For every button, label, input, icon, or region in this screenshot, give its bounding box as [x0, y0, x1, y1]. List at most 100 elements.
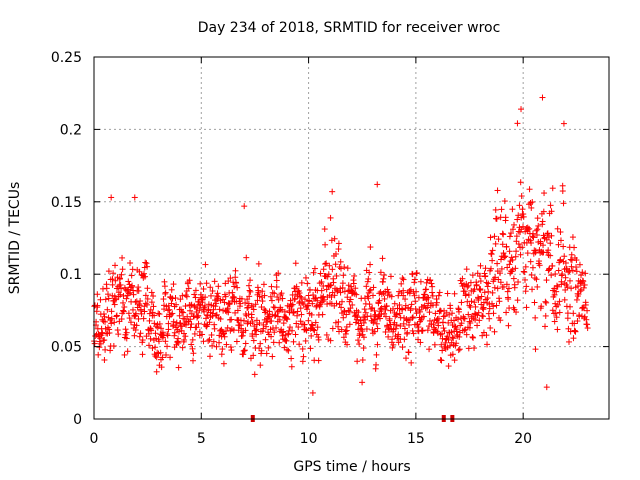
data-point: [110, 342, 117, 349]
data-point: [377, 269, 384, 276]
data-point: [509, 226, 516, 233]
y-tick-label: 0.15: [51, 195, 82, 211]
data-point: [302, 337, 309, 344]
data-point: [144, 301, 151, 308]
data-point: [177, 296, 184, 303]
data-point: [455, 347, 462, 354]
data-point: [386, 315, 393, 322]
data-point: [234, 284, 241, 291]
data-point: [370, 319, 377, 326]
data-point: [494, 285, 501, 292]
data-point: [560, 258, 567, 265]
data-point: [117, 291, 124, 298]
data-point: [544, 230, 551, 237]
data-point: [266, 308, 273, 315]
data-point: [441, 327, 448, 334]
data-point: [553, 314, 560, 321]
data-point: [137, 306, 144, 313]
data-point: [402, 355, 409, 362]
data-point: [509, 256, 516, 263]
data-point: [406, 290, 413, 297]
data-point: [331, 235, 338, 242]
data-point: [297, 305, 304, 312]
data-point: [520, 213, 527, 220]
data-point: [405, 349, 412, 356]
data-point: [320, 283, 327, 290]
data-point: [570, 335, 577, 342]
data-point: [584, 307, 591, 314]
data-point: [453, 326, 460, 333]
data-point: [548, 232, 555, 239]
data-point: [482, 272, 489, 279]
data-point: [528, 272, 535, 279]
data-point: [384, 322, 391, 329]
data-point: [461, 288, 468, 295]
data-point: [463, 331, 470, 338]
data-point: [162, 338, 169, 345]
x-tick-label: 10: [300, 431, 318, 447]
data-point: [572, 328, 579, 335]
data-point: [246, 287, 253, 294]
data-point: [221, 299, 228, 306]
data-point: [426, 309, 433, 316]
data-point: [344, 341, 351, 348]
data-point: [271, 290, 278, 297]
data-point: [326, 262, 333, 269]
data-point: [311, 265, 318, 272]
data-point: [118, 316, 125, 323]
data-point: [522, 276, 529, 283]
data-point: [199, 331, 206, 338]
data-point: [333, 300, 340, 307]
data-point: [332, 250, 339, 257]
data-point: [233, 338, 240, 345]
data-point: [515, 241, 522, 248]
data-point: [327, 337, 334, 344]
data-point: [182, 303, 189, 310]
data-point: [504, 288, 511, 295]
data-point: [315, 336, 322, 343]
data-point: [436, 289, 443, 296]
data-point: [367, 261, 374, 268]
data-point: [255, 260, 262, 267]
data-point: [359, 379, 366, 386]
data-point: [302, 296, 309, 303]
data-point: [547, 252, 554, 259]
data-point: [552, 310, 559, 317]
data-point: [258, 347, 265, 354]
data-point: [514, 120, 521, 127]
data-point: [161, 283, 168, 290]
data-point: [466, 318, 473, 325]
data-point: [494, 187, 501, 194]
data-point: [242, 327, 249, 334]
data-point: [209, 288, 216, 295]
data-point: [165, 307, 172, 314]
data-point: [534, 283, 541, 290]
data-point: [148, 289, 155, 296]
data-point: [423, 279, 430, 286]
data-point: [365, 295, 372, 302]
data-point: [169, 295, 176, 302]
data-point: [144, 285, 151, 292]
data-point: [241, 317, 248, 324]
data-point: [290, 338, 297, 345]
data-point: [380, 275, 387, 282]
data-point: [486, 305, 493, 312]
data-point: [429, 283, 436, 290]
data-point: [523, 283, 530, 290]
data-point: [400, 287, 407, 294]
data-point: [374, 341, 381, 348]
data-point: [474, 322, 481, 329]
data-point: [178, 308, 185, 315]
data-point: [150, 303, 157, 310]
data-point: [304, 306, 311, 313]
data-point: [343, 323, 350, 330]
data-point: [280, 320, 287, 327]
x-tick-labels: 0 5 10 15 20: [90, 431, 533, 447]
y-tick-label: 0.2: [60, 122, 82, 138]
data-point: [417, 278, 424, 285]
data-point: [147, 335, 154, 342]
data-point: [366, 301, 373, 308]
data-point: [549, 185, 556, 192]
data-point: [579, 277, 586, 284]
data-point: [208, 292, 215, 299]
